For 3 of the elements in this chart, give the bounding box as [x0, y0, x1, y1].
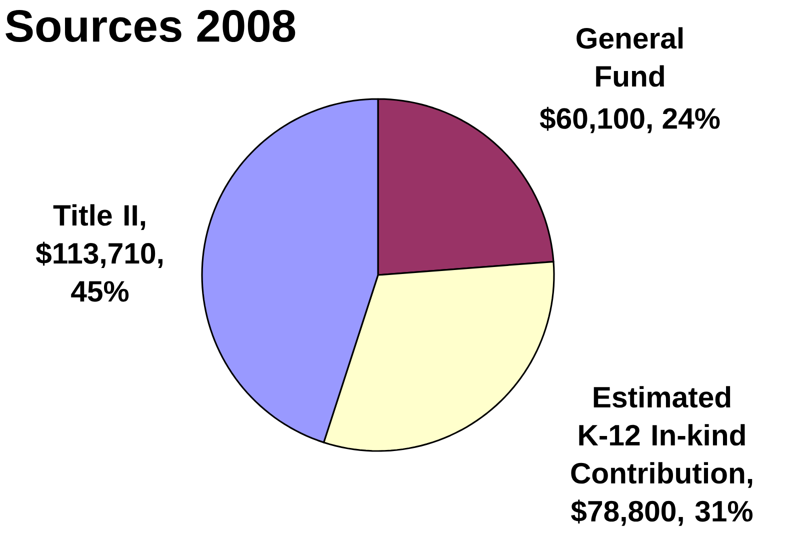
- slice-label: General Fund: [576, 27, 683, 87]
- chart-title: Sources 2008: [6, 10, 296, 42]
- data-label: $60,100, 24%: [540, 106, 720, 134]
